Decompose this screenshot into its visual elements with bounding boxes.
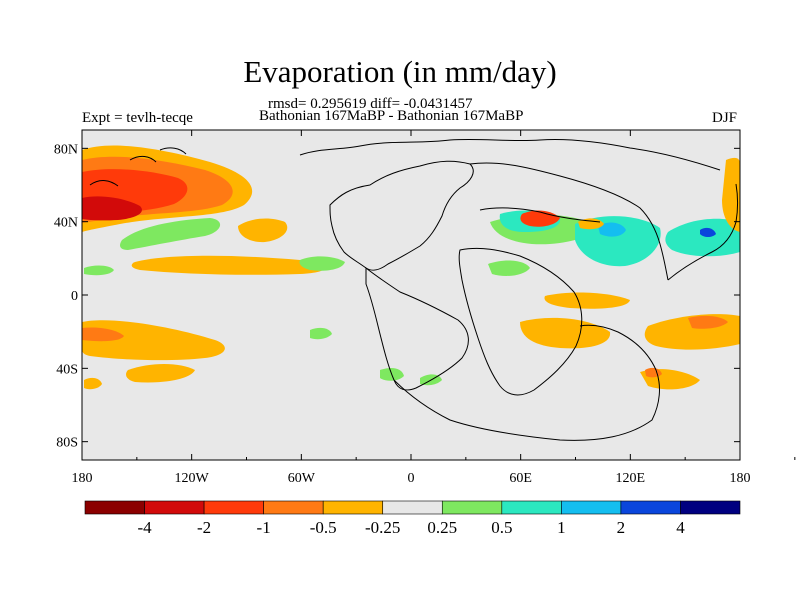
colorbar-label: -4 [137, 518, 152, 537]
west-pacific-blue [700, 227, 716, 237]
x-tick-label: 60W [288, 471, 316, 486]
x-tick-label: 180 [72, 471, 93, 486]
colorbar-swatch [501, 500, 562, 515]
coast-north-america [329, 160, 474, 271]
east-edge-anomaly-orange [722, 157, 740, 232]
axis-labels: 180 120W 60W 0 60E 120E 180 80N 40N 0 40S 80S [54, 142, 751, 486]
tropical-pacific-green [84, 265, 114, 276]
asia-cyan [575, 216, 661, 267]
pacific-green-band [120, 218, 221, 250]
x-tick-label: 60E [509, 471, 532, 486]
coast-arctic [299, 138, 721, 171]
y-tick-label: 40N [54, 216, 78, 231]
south-pacific-orange-2 [126, 364, 195, 383]
y-tick-label: 80S [56, 436, 78, 451]
x-tick-label: 0 [408, 471, 415, 486]
colorbar-label: 4 [676, 518, 685, 537]
map-title: Evaporation (in mm/day) [243, 54, 557, 89]
coast-eastern-asia [667, 183, 738, 281]
south-pacific-darkorange [82, 327, 124, 342]
anomaly-field [82, 145, 740, 390]
africa-green [488, 260, 530, 276]
ne-pacific-anomaly [238, 218, 288, 243]
x-tick-label: 180 [730, 471, 751, 486]
colorbar-label: -0.5 [310, 518, 337, 537]
west-pacific-cyan [665, 218, 740, 257]
coast-antarctica-india-australia [393, 324, 660, 441]
experiment-label: Expt = tevlh-tecqe [82, 110, 193, 126]
coast-eurasia [469, 162, 669, 281]
stats-line: rmsd= 0.295619 diff= -0.0431457 [268, 96, 473, 112]
coast-south-america [365, 266, 469, 391]
colorbar-swatch [84, 500, 145, 515]
asia-orange [578, 218, 604, 230]
x-tick-label: 120W [175, 471, 210, 486]
south-pacific-orange-3 [84, 377, 102, 390]
y-tick-label: 40S [56, 362, 78, 377]
colorbar-swatch [144, 500, 205, 515]
colorbar-label: -2 [197, 518, 211, 537]
colorbar-swatch [322, 500, 384, 515]
y-tick-label: 80N [54, 142, 78, 157]
coastlines [89, 138, 738, 441]
colorbar-swatch [263, 500, 324, 515]
colorbar-label: 1 [557, 518, 566, 537]
tropical-pacific-orange [131, 255, 325, 275]
asia-skyblue [598, 222, 626, 237]
north-pacific-anomaly-crimson [82, 196, 142, 221]
colorbar-swatch [382, 500, 443, 515]
colorbar-label: -1 [257, 518, 271, 537]
colorbar-label: 0.5 [491, 518, 512, 537]
colorbar-label: 2 [617, 518, 626, 537]
south-pacific-orange [82, 320, 225, 361]
coast-north-pacific-islands [89, 147, 187, 187]
axis-ticks [81, 130, 796, 460]
colorbar-label: 0.25 [427, 518, 457, 537]
coast-africa [458, 247, 583, 396]
indian-ocean-orange [544, 292, 630, 309]
x-tick-label: 120E [616, 471, 646, 486]
colorbar-swatch [441, 500, 503, 515]
colorbar-label: -0.25 [365, 518, 400, 537]
central-america-green [299, 256, 345, 271]
colorbar: -4 -2 -1 -0.5 -0.25 0.25 0.5 1 2 4 [84, 500, 741, 537]
y-tick-label: 0 [71, 289, 78, 304]
colorbar-swatch [561, 500, 622, 515]
australia-south-darkorange [688, 315, 728, 329]
colorbar-swatch [203, 500, 264, 515]
colorbar-swatch [680, 500, 741, 515]
comparison-label: Bathonian 167MaBP - Bathonian 167MaBP [259, 108, 524, 124]
south-america-green [310, 327, 332, 340]
colorbar-swatch [620, 500, 681, 515]
season-label: DJF [712, 110, 738, 126]
